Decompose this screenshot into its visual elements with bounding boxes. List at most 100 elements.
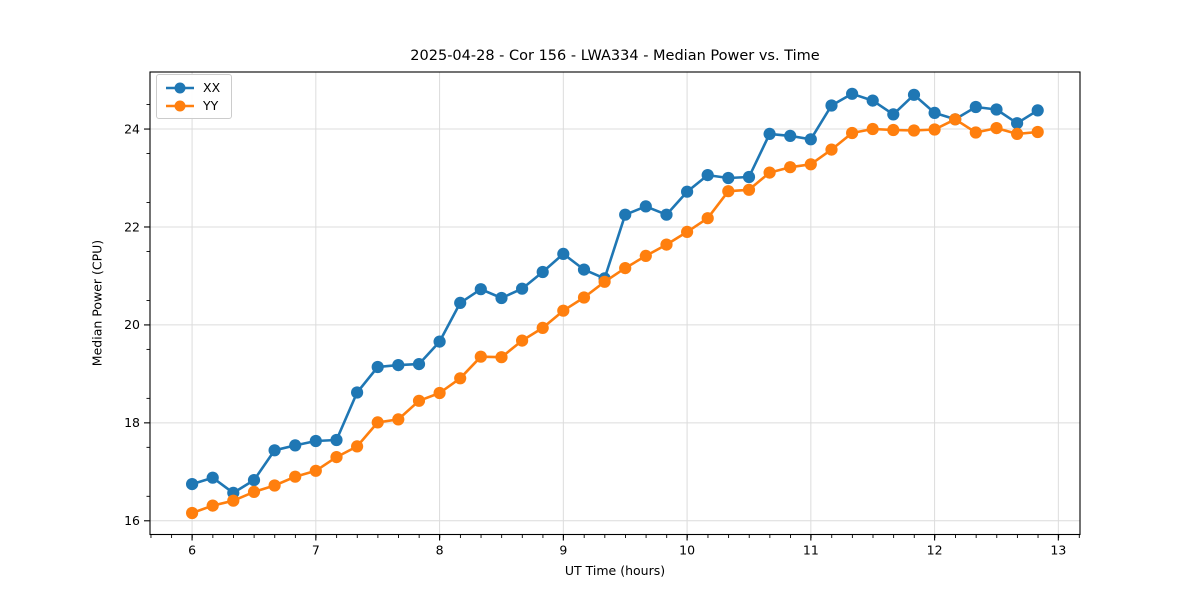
data-point-xx [784, 129, 797, 142]
data-point-xx [825, 99, 838, 112]
legend-item-yy: YY [165, 98, 220, 113]
data-point-xx [846, 87, 859, 100]
data-point-yy [289, 470, 302, 483]
legend-item-xx: XX [165, 80, 220, 95]
data-point-yy [536, 321, 549, 334]
data-point-xx [619, 208, 632, 221]
data-point-yy [990, 122, 1003, 135]
x-tick-label: 12 [927, 543, 943, 558]
data-point-xx [536, 265, 549, 279]
data-point-xx [186, 478, 199, 491]
data-point-xx [990, 103, 1003, 116]
legend-swatch-xx [166, 82, 194, 93]
chart-title: 2025-04-28 - Cor 156 - LWA334 - Median P… [410, 48, 820, 64]
data-point-xx [866, 94, 879, 107]
data-point-yy [639, 249, 652, 262]
data-point-yy [516, 334, 529, 347]
data-point-xx [268, 444, 281, 457]
data-point-xx [392, 359, 405, 372]
y-tick-label: 16 [124, 513, 140, 528]
data-point-xx [887, 108, 900, 121]
data-point-xx [639, 200, 652, 213]
data-point-yy [268, 479, 281, 492]
data-point-yy [351, 440, 364, 453]
y-tick-label: 18 [124, 415, 140, 430]
x-tick-label: 8 [436, 543, 444, 558]
plot-border [149, 71, 1081, 536]
data-point-xx [577, 263, 591, 276]
data-point-yy [1011, 127, 1024, 140]
data-point-yy [887, 123, 900, 137]
data-point-xx [309, 434, 322, 448]
data-point-yy [804, 158, 817, 171]
data-point-yy [495, 351, 508, 364]
data-point-yy [825, 143, 838, 156]
legend-swatch-yy [166, 100, 194, 111]
data-point-yy [371, 416, 384, 429]
data-point-xx [701, 169, 714, 182]
data-point-xx [289, 439, 302, 452]
data-point-xx [763, 127, 776, 140]
y-tick-label: 24 [124, 121, 140, 136]
x-tick-label: 6 [188, 543, 196, 558]
x-axis-label: UT Time (hours) [564, 563, 666, 578]
data-point-yy [1031, 125, 1044, 139]
data-point-yy [949, 113, 962, 126]
data-point-yy [247, 485, 261, 498]
legend-label: YY [203, 98, 219, 113]
data-point-yy [227, 494, 240, 507]
data-point-yy [742, 183, 756, 196]
data-point-xx [330, 433, 343, 447]
data-point-yy [722, 185, 735, 198]
data-point-yy [577, 291, 591, 304]
data-point-xx [969, 100, 982, 114]
data-point-xx [907, 88, 921, 101]
data-point-xx [433, 335, 446, 348]
data-point-xx [495, 291, 508, 305]
legend: XX YY [156, 74, 233, 119]
data-point-xx [412, 358, 426, 371]
data-point-yy [557, 304, 570, 317]
x-tick-label: 11 [803, 543, 819, 558]
data-point-yy [846, 126, 859, 140]
data-point-yy [928, 123, 941, 136]
y-tick-label: 22 [124, 219, 140, 234]
data-point-yy [412, 394, 426, 407]
data-point-yy [186, 506, 199, 520]
data-point-xx [1031, 104, 1044, 117]
data-point-yy [392, 413, 405, 426]
data-point-yy [907, 124, 921, 137]
data-point-yy [433, 386, 446, 400]
data-point-xx [681, 185, 694, 198]
data-point-yy [474, 350, 487, 363]
data-point-xx [474, 283, 487, 296]
series-line-xx [191, 92, 1039, 495]
y-axis-label-text: Median Power (CPU) [89, 239, 105, 367]
x-tick-label: 7 [312, 543, 320, 558]
data-point-yy [598, 275, 611, 288]
data-point-xx [1011, 117, 1024, 130]
data-point-xx [928, 106, 941, 119]
x-tick-label: 9 [559, 543, 567, 558]
data-point-xx [742, 170, 756, 184]
data-point-yy [681, 225, 694, 238]
data-point-yy [969, 126, 982, 139]
legend-label: XX [203, 80, 221, 95]
data-point-xx [454, 296, 467, 309]
data-point-yy [701, 212, 714, 225]
data-point-xx [351, 386, 364, 399]
y-tick-label: 20 [124, 317, 140, 332]
data-point-xx [557, 247, 570, 260]
series-line-yy [191, 118, 1038, 515]
x-tick-label: 10 [679, 543, 695, 558]
data-point-xx [206, 471, 219, 484]
data-point-yy [330, 451, 343, 464]
data-point-xx [516, 282, 529, 295]
data-point-yy [866, 122, 879, 136]
data-point-xx [722, 171, 735, 185]
data-point-yy [454, 372, 467, 385]
data-point-xx [804, 133, 817, 146]
data-point-xx [247, 474, 261, 487]
